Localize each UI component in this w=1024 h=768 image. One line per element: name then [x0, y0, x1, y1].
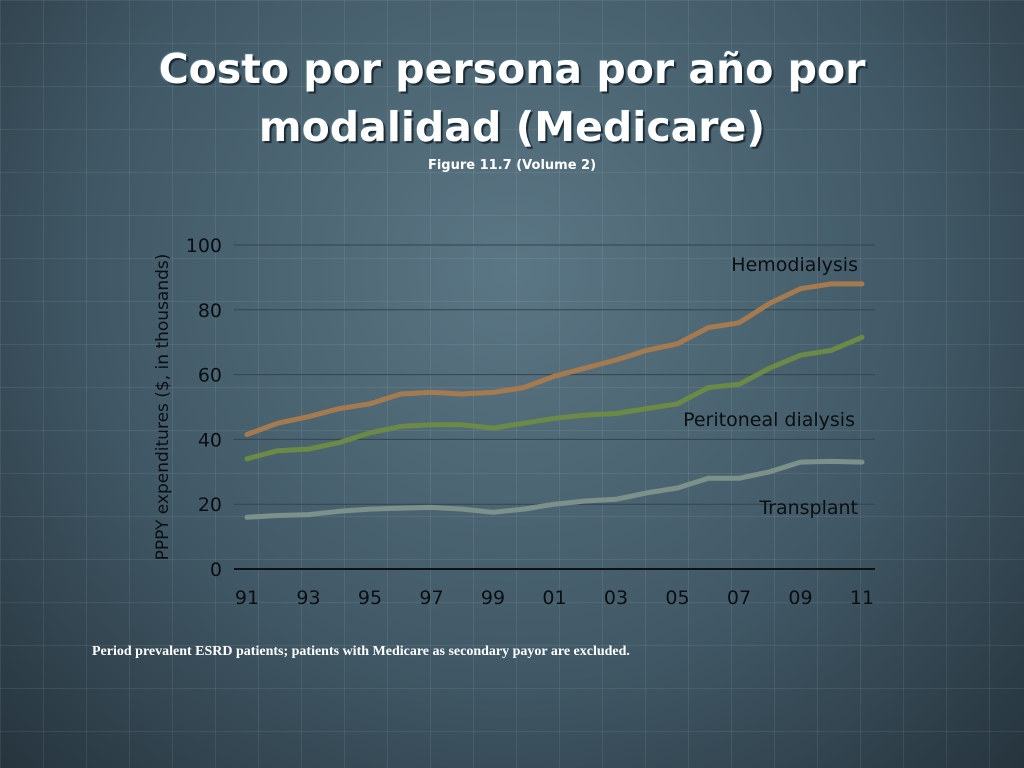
series-label: Hemodialysis: [731, 254, 858, 276]
y-tick-label: 0: [210, 559, 222, 581]
x-tick-label: 95: [358, 587, 382, 609]
slide-title-line-2: modalidad (Medicare): [258, 103, 766, 151]
figure-subtitle: Figure 11.7 (Volume 2): [427, 158, 597, 173]
y-tick-label: 60: [198, 365, 222, 387]
y-tick-label: 100: [186, 235, 222, 257]
footnote: Period prevalent ESRD patients; patients…: [92, 644, 630, 659]
y-axis-label: PPPY expenditures ($, in thousands): [153, 254, 173, 561]
x-tick-label: 03: [604, 587, 628, 609]
y-tick-label: 20: [198, 494, 222, 516]
series-label: Transplant: [758, 497, 858, 519]
series-line-transplant: [244, 458, 865, 520]
x-tick-label: 07: [727, 587, 751, 609]
chart-svg: 0 20 40 60 80 100 91 93 95 97 99 01 03 05 07 09 11 PPPY e…: [153, 235, 875, 609]
x-tick-label: 91: [235, 587, 259, 609]
slide-title: Costo por persona por año por modalidad …: [0, 40, 1024, 156]
series-line-peritoneal-dialysis: [244, 334, 865, 462]
slide-title-line-1: Costo por persona por año por: [158, 45, 866, 93]
series-label: Peritoneal dialysis: [683, 409, 855, 431]
series-line-hemodialysis: [244, 281, 865, 437]
x-tick-label: 93: [296, 587, 320, 609]
line-chart: 0 20 40 60 80 100 91 93 95 97 99 01 03 05 07 09 11 PPPY e…: [150, 225, 900, 620]
x-tick-label: 99: [481, 587, 505, 609]
x-tick-label: 01: [542, 587, 566, 609]
y-tick-label: 40: [198, 429, 222, 451]
y-tick-label: 80: [198, 300, 222, 322]
x-tick-label: 05: [665, 587, 689, 609]
x-tick-label: 97: [419, 587, 443, 609]
x-tick-label: 11: [850, 587, 874, 609]
x-tick-label: 09: [788, 587, 812, 609]
